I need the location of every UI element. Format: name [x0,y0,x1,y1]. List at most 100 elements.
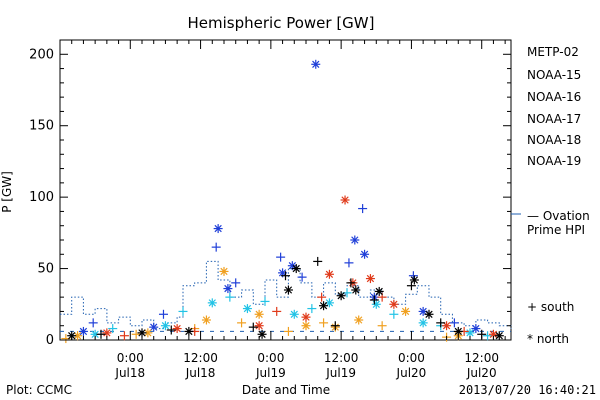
north-marker: NOAA-19 [389,299,399,309]
north-marker: METP-02 [184,326,194,336]
north-marker: NOAA-15 [78,326,88,336]
chart-title: Hemispheric Power [GW] [188,14,375,32]
legend-ovation-line1: — Ovation [527,209,590,223]
south-marker: METP-02 [346,278,356,288]
north-marker: NOAA-18 [401,306,411,316]
north-marker: NOAA-16 [207,298,217,308]
north-marker: NOAA-15 [360,249,370,259]
x-axis-label: Date and Time [242,383,330,397]
north-marker: METP-02 [319,301,329,311]
north-marker: NOAA-19 [102,328,112,338]
x-tick-date: Jul18 [185,366,216,380]
legend-entry-noaa-17: NOAA-17 [527,112,581,126]
north-marker: NOAA-15 [213,224,223,234]
x-tick-time: 12:00 [464,351,499,365]
south-marker: NOAA-15 [231,278,241,288]
north-marker: NOAA-19 [301,312,311,322]
x-tick-time: 0:00 [398,351,425,365]
north-marker: NOAA-16 [465,328,475,338]
north-marker: METP-02 [494,331,504,341]
north-marker: METP-02 [351,285,361,295]
legend-entry-noaa-16: NOAA-16 [527,90,581,104]
plot-frame [59,39,512,341]
y-tick-label: 100 [29,190,54,205]
legend-north-marker: * north [527,332,569,346]
south-marker: NOAA-15 [276,252,286,262]
south-marker: METP-02 [313,256,323,266]
north-marker: NOAA-15 [223,284,233,294]
legend-ovation-line2: Prime HPI [527,223,585,237]
south-marker: NOAA-16 [225,292,235,302]
x-tick-date: Jul19 [325,366,356,380]
north-marker: NOAA-19 [172,324,182,334]
north-marker: METP-02 [424,309,434,319]
south-marker: METP-02 [281,271,290,281]
south-marker: NOAA-15 [344,258,354,268]
south-marker: NOAA-16 [178,306,188,316]
south-marker: NOAA-19 [119,331,129,341]
north-marker: METP-02 [137,328,147,338]
x-tick-date: Jul18 [114,366,145,380]
south-marker: NOAA-19 [272,306,282,316]
south-marker: NOAA-15 [211,242,221,252]
legend: METP-02 NOAA-15 NOAA-16 NOAA-17 NOAA-18 … [527,45,590,346]
north-marker: NOAA-19 [442,321,452,331]
north-marker: NOAA-16 [242,304,252,314]
south-marker: NOAA-16 [307,304,317,314]
north-marker: NOAA-18 [254,309,264,319]
y-axis: 0 50 100 150 200 [29,47,511,348]
south-marker: METP-02 [436,318,446,328]
ovation-line [60,260,512,330]
south-marker: METP-02 [166,325,176,335]
y-tick-label: 0 [46,333,54,348]
south-marker: NOAA-15 [449,318,459,328]
north-marker: METP-02 [291,264,301,274]
south-marker: NOAA-18 [131,329,141,339]
plot-credit: Plot: CCMC [6,383,72,397]
south-marker: NOAA-16 [260,296,270,306]
south-marker: NOAA-19 [317,292,327,302]
x-tick-date: Jul20 [466,366,497,380]
north-marker: METP-02 [336,291,346,301]
north-marker: NOAA-19 [254,321,264,331]
north-marker: NOAA-16 [418,318,428,328]
north-marker: NOAA-15 [418,306,428,316]
north-marker: NOAA-19 [324,269,334,279]
south-marker: NOAA-15 [88,318,98,328]
x-axis: 0:00Jul1812:00Jul180:00Jul1912:00Jul190:… [71,40,506,380]
south-marker: NOAA-16 [108,324,118,334]
north-marker: METP-02 [409,275,419,285]
legend-entry-metp-02: METP-02 [527,45,579,59]
x-tick-time: 0:00 [257,351,284,365]
north-marker: NOAA-16 [289,309,299,319]
y-tick-label: 50 [37,262,54,277]
legend-entry-noaa-15: NOAA-15 [527,68,581,82]
north-marker: METP-02 [374,286,384,296]
north-marker: NOAA-18 [201,315,211,325]
y-tick-label: 150 [29,119,54,134]
x-tick-date: Jul20 [396,366,427,380]
south-marker: NOAA-15 [297,272,307,282]
x-tick-time: 12:00 [324,351,359,365]
y-tick-label: 200 [29,47,54,62]
south-marker: METP-02 [406,281,416,291]
south-marker: NOAA-18 [377,321,387,331]
south-marker: NOAA-15 [358,204,368,214]
x-tick-time: 12:00 [183,351,218,365]
north-marker: NOAA-15 [149,322,159,332]
north-marker: METP-02 [283,285,293,295]
south-marker: NOAA-18 [319,318,329,328]
x-tick-date: Jul19 [255,366,286,380]
south-marker: NOAA-18 [237,318,247,328]
y-axis-label: P [GW] [0,171,14,213]
north-marker: NOAA-16 [371,299,381,309]
north-marker: NOAA-15 [311,59,321,69]
legend-entry-noaa-18: NOAA-18 [527,133,581,147]
north-marker: NOAA-15 [350,235,360,245]
south-marker: NOAA-16 [483,331,493,341]
north-marker: NOAA-19 [340,195,350,205]
north-marker: NOAA-19 [365,274,375,284]
legend-entry-noaa-19: NOAA-19 [527,154,581,168]
north-marker: NOAA-18 [301,321,311,331]
